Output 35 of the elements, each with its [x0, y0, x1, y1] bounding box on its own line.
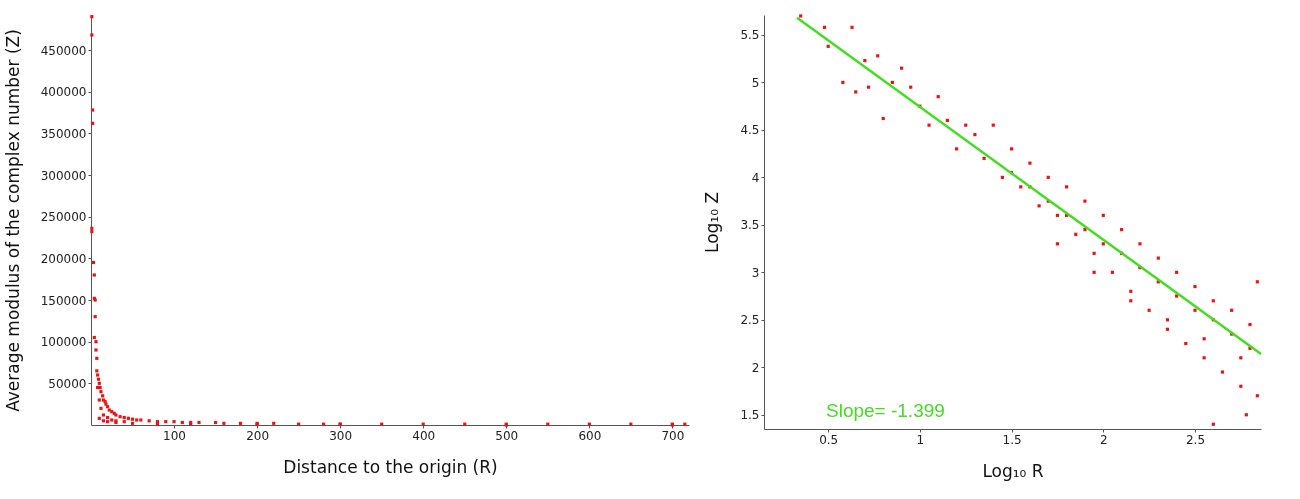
y-tick-label: 150000 [40, 293, 87, 308]
y-tick-label: 200000 [40, 251, 87, 266]
x-tick-label: 1 [916, 432, 925, 447]
y-tick-label: 1.5 [740, 408, 760, 423]
y-tick-label: 3.5 [740, 218, 760, 233]
x-tick-label: 600 [578, 428, 602, 443]
y-tick-label: 2 [751, 360, 760, 375]
y-tick-label: 4.5 [740, 123, 760, 138]
x-tick-label: 200 [246, 428, 270, 443]
x-tick-label: 700 [661, 428, 685, 443]
y-tick-label: 400000 [40, 85, 87, 100]
y-tick-label: 2.5 [740, 313, 760, 328]
y-tick-label: 3 [751, 265, 760, 280]
x-tick-label: 100 [163, 428, 187, 443]
x-axis-title: Distance to the origin (R) [283, 456, 498, 477]
y-tick-label: 5 [751, 75, 760, 90]
y-axis-title: Average modulus of the complex number (Z) [2, 29, 23, 412]
y-axis-title: Log₁₀ Z [702, 191, 723, 254]
x-tick-label: 400 [412, 428, 436, 443]
y-tick-label: 250000 [40, 210, 87, 225]
y-tick-label: 100000 [40, 335, 87, 350]
y-tick-label: 5.5 [740, 28, 760, 43]
y-tick-label: 300000 [40, 168, 87, 183]
x-tick-label: 2.5 [1185, 432, 1206, 447]
x-axis-title: Log₁₀ R [982, 460, 1044, 481]
x-tick-label: 500 [495, 428, 519, 443]
y-tick-label: 350000 [40, 126, 87, 141]
x-tick-label: 0.5 [819, 432, 839, 447]
x-tick-label: 2 [1099, 432, 1108, 447]
y-tick-label: 4 [751, 170, 760, 185]
annotation: Slope= -1.399 [826, 400, 945, 421]
y-tick-label: 50000 [48, 376, 87, 391]
x-tick-label: 1.5 [1002, 432, 1022, 447]
y-tick-label: 450000 [40, 43, 87, 58]
x-tick-label: 300 [329, 428, 353, 443]
